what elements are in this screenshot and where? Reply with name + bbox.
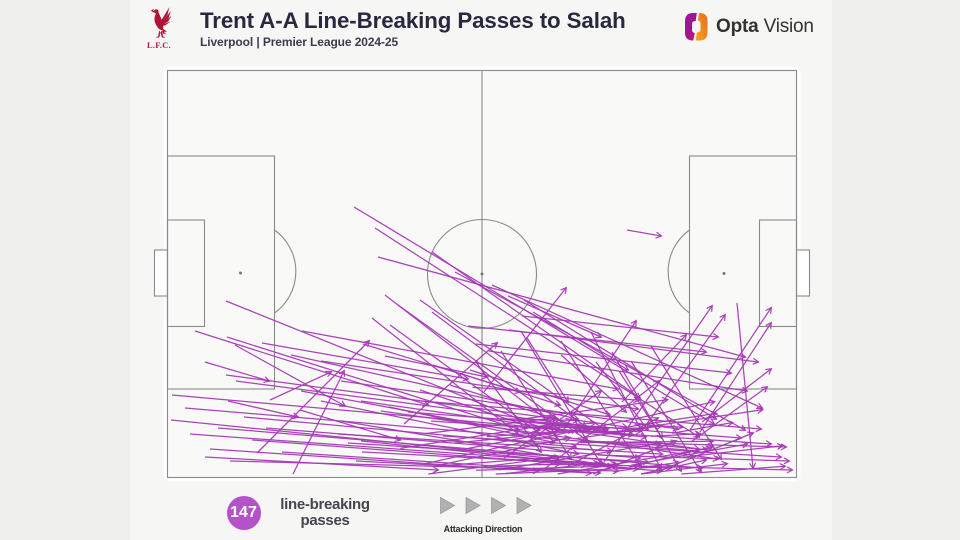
svg-text:L.F.C.: L.F.C.: [147, 41, 171, 50]
